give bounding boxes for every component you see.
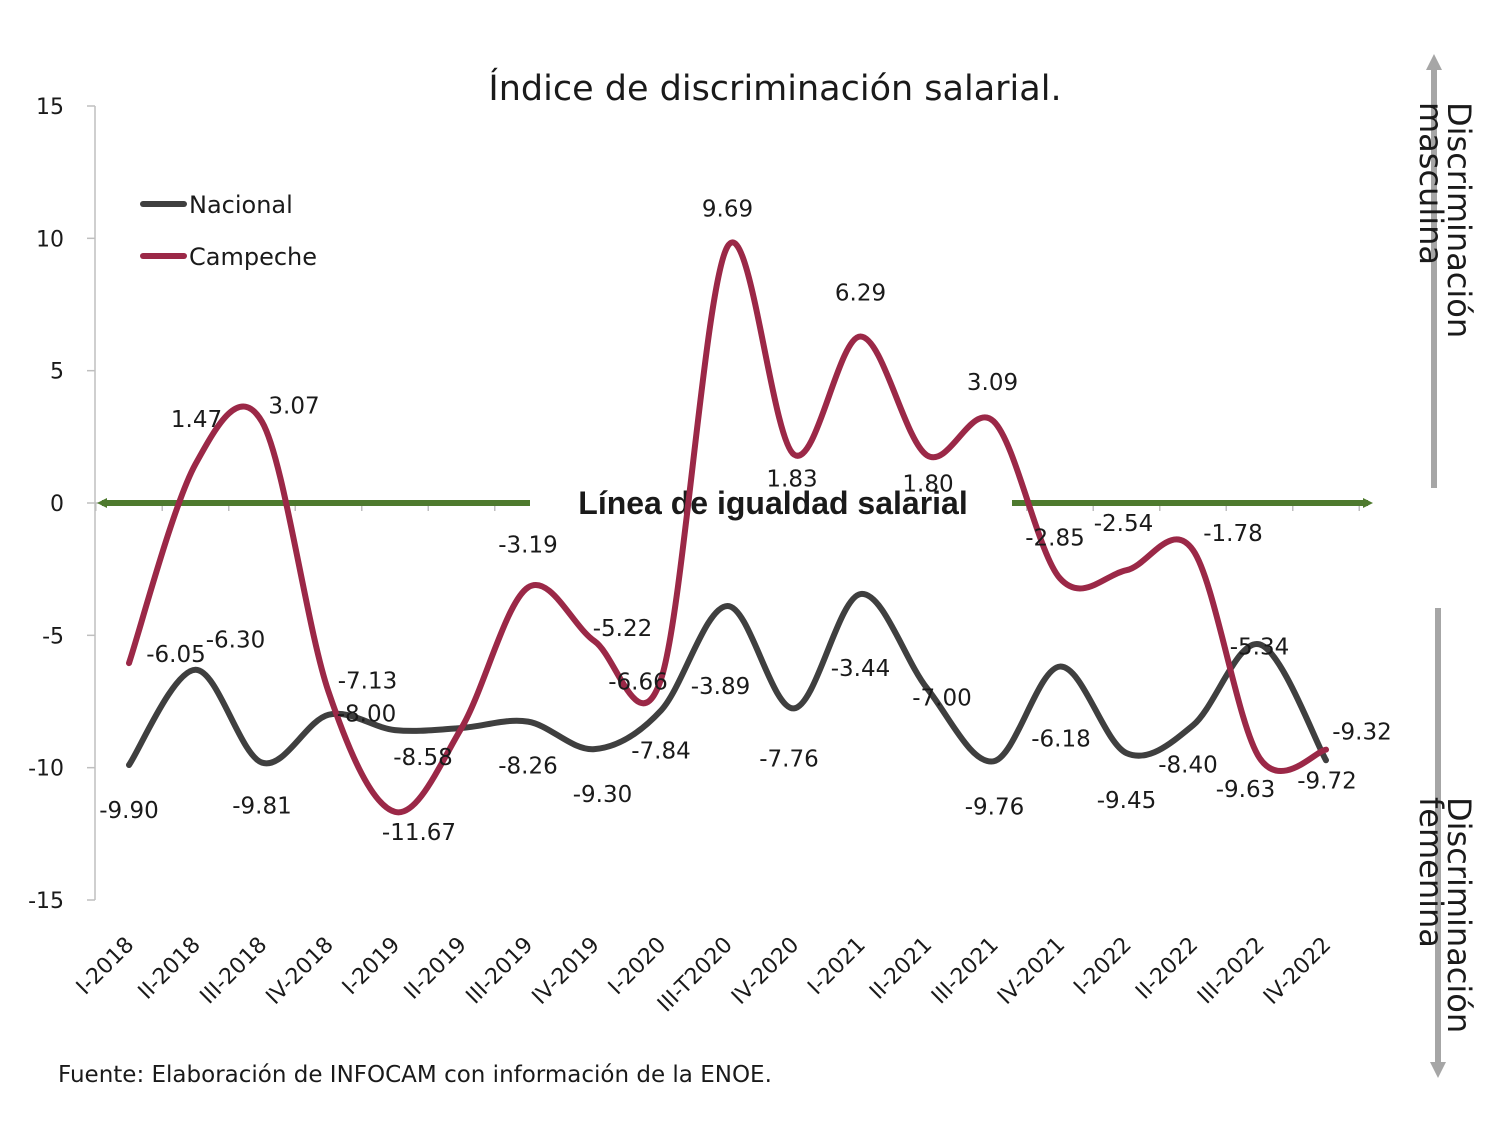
data-label-nacional: -8.58 — [393, 745, 453, 771]
y-axis-ticks: 15 10 5 0 -5 -10 -15 — [28, 95, 95, 914]
data-label-campeche: -3.19 — [498, 532, 558, 558]
data-labels: -9.90 -6.30 -9.81 -8.00 -8.58 -8.26 -9.30 -7.84… — [99, 197, 1392, 846]
y-tick-label: 0 — [50, 492, 64, 517]
data-label-nacional: -7.00 — [912, 685, 972, 711]
y-tick-label: -5 — [42, 624, 64, 649]
series-line-nacional — [126, 591, 1329, 769]
data-label-nacional: -6.30 — [206, 628, 266, 654]
feminine-annotation: Discriminación femenina — [1412, 797, 1478, 1033]
data-label-nacional: -9.81 — [232, 794, 292, 820]
data-label-campeche: -6.66 — [608, 669, 668, 695]
data-label-nacional: -9.45 — [1097, 788, 1157, 814]
data-label-campeche: -2.54 — [1094, 511, 1154, 537]
x-tick-label: III-2018 — [196, 933, 273, 1010]
x-tick-label: I-2022 — [1069, 933, 1136, 1000]
feminine-line2: femenina — [1412, 797, 1450, 948]
data-label-nacional: -8.00 — [337, 702, 397, 728]
x-tick-label: IV-2022 — [1259, 933, 1336, 1010]
data-label-campeche: -7.13 — [338, 669, 398, 695]
data-label-campeche: 9.69 — [702, 197, 753, 223]
y-tick-label: -15 — [28, 889, 64, 914]
data-label-campeche: -9.63 — [1216, 777, 1276, 803]
x-tick-label: II-2018 — [134, 933, 206, 1005]
x-tick-label: III-2019 — [462, 933, 539, 1010]
data-label-campeche: -11.67 — [382, 820, 456, 846]
data-label-nacional: -6.18 — [1031, 727, 1091, 753]
data-label-nacional: -3.44 — [831, 656, 891, 682]
x-tick-label: I-2021 — [803, 933, 870, 1000]
legend: Nacional Campeche — [140, 191, 317, 271]
legend-label-campeche: Campeche — [189, 243, 317, 271]
data-label-nacional: -9.76 — [965, 794, 1025, 820]
data-label-nacional: -3.89 — [691, 674, 751, 700]
x-tick-label: IV-2019 — [528, 933, 605, 1010]
legend-label-nacional: Nacional — [189, 191, 293, 219]
data-label-nacional: -8.40 — [1158, 752, 1218, 778]
series-lines — [126, 239, 1329, 816]
data-label-nacional: -7.84 — [631, 738, 691, 764]
data-label-nacional: -7.76 — [759, 746, 819, 772]
data-label-campeche: 3.09 — [967, 370, 1018, 396]
x-tick-label: I-2018 — [72, 933, 139, 1000]
x-tick-label: II-2021 — [865, 933, 937, 1005]
feminine-line1: Discriminación — [1440, 797, 1478, 1033]
y-tick-label: 5 — [50, 360, 64, 385]
masculine-line2: masculina — [1412, 102, 1450, 265]
data-label-nacional: -9.72 — [1297, 768, 1357, 794]
chart-title: Índice de discriminación salarial. — [488, 67, 1061, 109]
y-tick-label: 10 — [36, 227, 64, 252]
data-label-campeche: -5.22 — [593, 616, 653, 642]
x-tick-label: IV-2021 — [993, 933, 1070, 1010]
data-label-campeche: 6.29 — [835, 281, 886, 307]
data-label-campeche: 1.80 — [902, 471, 953, 497]
equality-label-bg — [530, 486, 1012, 520]
data-label-campeche: 1.47 — [171, 407, 222, 433]
data-label-campeche: 3.07 — [268, 394, 319, 420]
data-label-nacional: -5.34 — [1230, 634, 1290, 660]
x-tick-label: I-2019 — [338, 933, 405, 1000]
data-label-campeche: -6.05 — [146, 642, 206, 668]
data-label-nacional: -9.30 — [573, 782, 633, 808]
data-label-nacional: -9.90 — [99, 798, 159, 824]
series-line-campeche — [126, 239, 1329, 816]
y-tick-label: -10 — [28, 757, 64, 782]
x-tick-label: III-2022 — [1193, 933, 1270, 1010]
equality-line-label: Línea de igualdad salarial — [578, 485, 967, 521]
data-label-campeche: -2.85 — [1025, 525, 1085, 551]
x-tick-label: II-2019 — [400, 933, 472, 1005]
source-note: Fuente: Elaboración de INFOCAM con infor… — [58, 1062, 772, 1088]
x-tick-label: I-2020 — [604, 933, 671, 1000]
x-tick-label: IV-2018 — [262, 933, 339, 1010]
y-tick-label: 15 — [36, 95, 64, 120]
masculine-annotation: Discriminación masculina — [1412, 102, 1478, 338]
masculine-line1: Discriminación — [1440, 102, 1478, 338]
data-label-campeche: 1.83 — [766, 467, 817, 493]
data-label-campeche: -1.78 — [1203, 521, 1263, 547]
x-tick-label: IV-2020 — [727, 933, 804, 1010]
x-tick-label: III-2021 — [927, 933, 1004, 1010]
data-label-nacional: -8.26 — [498, 754, 558, 780]
data-label-campeche: -9.32 — [1332, 720, 1392, 746]
x-tick-label: II-2022 — [1131, 933, 1203, 1005]
